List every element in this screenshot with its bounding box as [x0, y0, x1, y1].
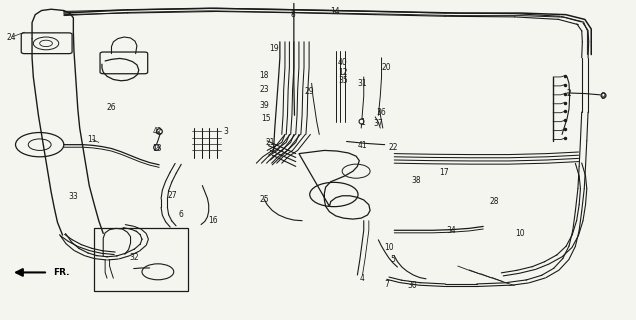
Text: 40: 40 — [337, 58, 347, 67]
Text: 1: 1 — [360, 118, 365, 127]
Text: 35: 35 — [338, 76, 349, 85]
Text: 10: 10 — [515, 229, 525, 238]
Text: 16: 16 — [209, 216, 218, 225]
Text: 27: 27 — [167, 191, 177, 200]
Text: 42: 42 — [153, 127, 163, 136]
Text: 13: 13 — [152, 144, 162, 153]
Text: 10: 10 — [384, 243, 394, 252]
Text: 20: 20 — [382, 63, 391, 72]
Text: 3: 3 — [223, 127, 228, 136]
Text: 6: 6 — [179, 210, 184, 219]
Text: 29: 29 — [305, 87, 315, 96]
Text: 33: 33 — [69, 192, 78, 201]
Text: 12: 12 — [338, 68, 348, 77]
Text: 14: 14 — [330, 7, 340, 16]
Text: 24: 24 — [7, 33, 17, 42]
Text: 2: 2 — [567, 89, 571, 98]
Text: 9: 9 — [600, 92, 605, 100]
Text: 37: 37 — [373, 119, 384, 128]
Text: 7: 7 — [384, 280, 389, 289]
Text: 22: 22 — [388, 143, 398, 152]
Text: 26: 26 — [107, 103, 116, 112]
Text: 17: 17 — [439, 168, 448, 177]
Text: 36: 36 — [377, 108, 387, 117]
Text: 39: 39 — [259, 100, 269, 109]
Text: 18: 18 — [259, 71, 269, 80]
Text: 5: 5 — [391, 255, 396, 264]
Text: 30: 30 — [407, 281, 417, 290]
Text: 25: 25 — [259, 196, 269, 204]
Text: FR.: FR. — [53, 268, 69, 277]
Text: 4: 4 — [360, 274, 365, 283]
Text: 34: 34 — [446, 227, 456, 236]
Text: 21: 21 — [266, 138, 275, 147]
Text: 11: 11 — [88, 135, 97, 144]
Text: 19: 19 — [268, 44, 279, 53]
Text: 15: 15 — [261, 114, 271, 123]
Text: 28: 28 — [490, 197, 499, 206]
Text: 32: 32 — [129, 253, 139, 262]
Text: 38: 38 — [411, 176, 421, 185]
Bar — [94, 228, 188, 291]
Text: 41: 41 — [357, 141, 368, 150]
Text: 8: 8 — [290, 10, 295, 19]
Text: 31: 31 — [357, 79, 368, 88]
Text: 23: 23 — [259, 85, 269, 94]
